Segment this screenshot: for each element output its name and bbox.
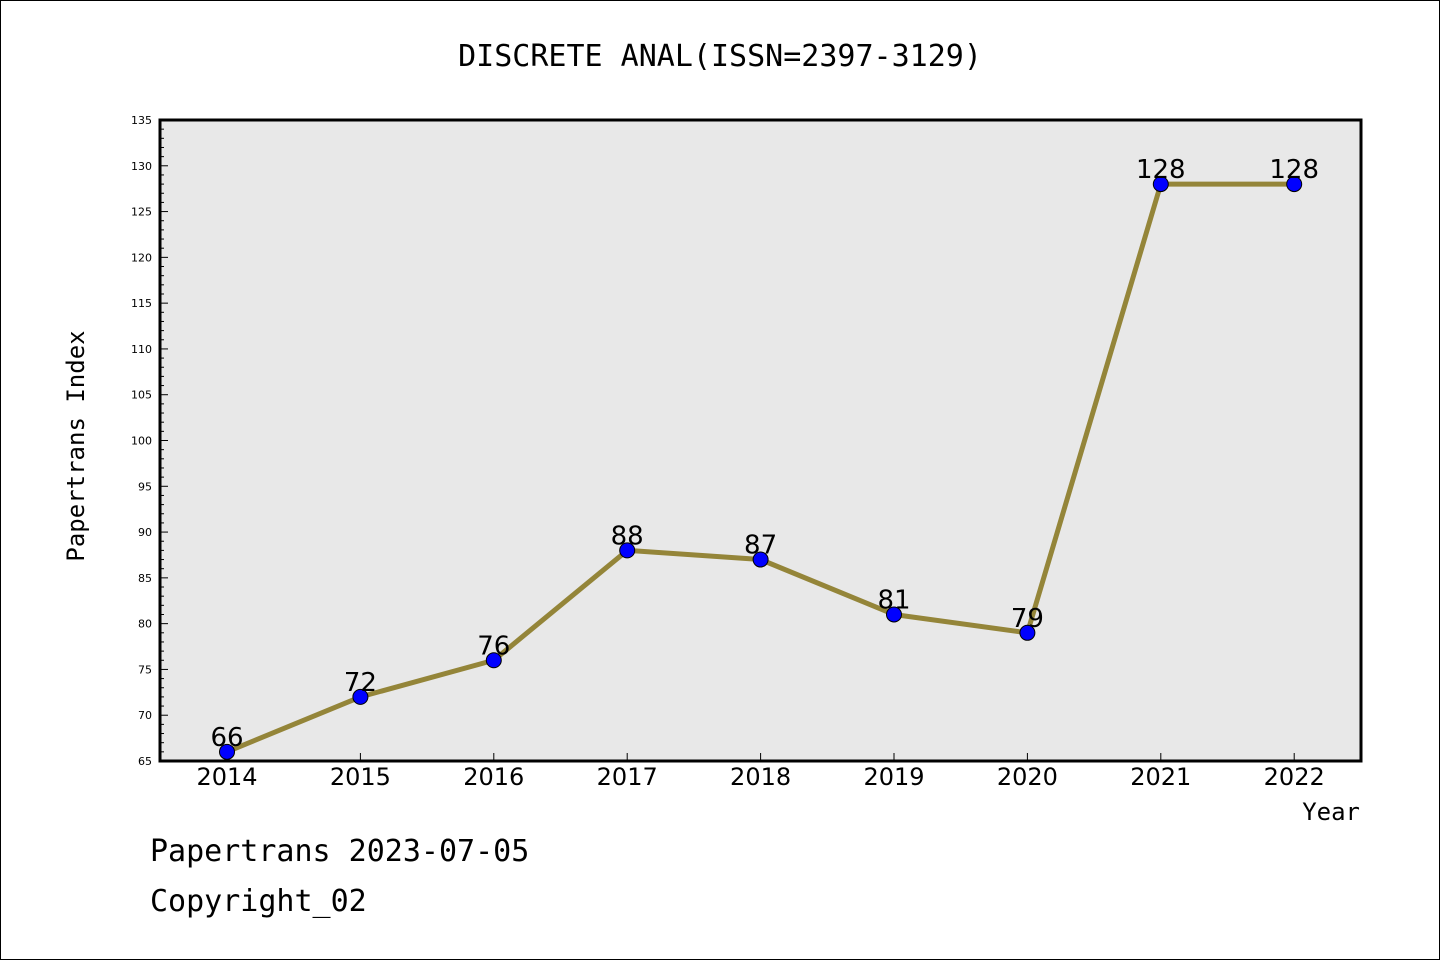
x-tick-label: 2022 [1264, 763, 1325, 791]
y-tick-label: 95 [138, 480, 152, 493]
data-point [619, 542, 636, 559]
y-tick-label: 65 [138, 755, 152, 768]
y-axis-label: Papertrans Index [62, 330, 90, 561]
y-tick-label: 85 [138, 572, 152, 585]
y-tick-label: 135 [131, 114, 152, 127]
y-tick-label: 125 [131, 206, 152, 219]
x-tick-label: 2017 [597, 763, 658, 791]
data-label: 81 [877, 585, 910, 615]
data-label: 128 [1136, 155, 1186, 185]
x-tick-label: 2020 [997, 763, 1058, 791]
data-label: 87 [744, 531, 777, 561]
data-point [352, 688, 369, 705]
x-axis-label: Year [1302, 798, 1360, 826]
data-label: 88 [611, 521, 644, 551]
data-label: 76 [477, 631, 510, 661]
data-label: 72 [344, 668, 377, 698]
plot-border [158, 118, 1363, 763]
plot-area [160, 120, 1361, 761]
data-point [752, 551, 769, 568]
y-tick-label: 80 [138, 618, 152, 631]
data-point [1286, 176, 1303, 193]
data-point [1019, 624, 1036, 641]
data-label: 128 [1269, 155, 1319, 185]
y-tick-label: 120 [131, 251, 152, 264]
y-tick-label: 90 [138, 526, 152, 539]
y-tick-label: 100 [131, 435, 152, 448]
y-tick-label: 75 [138, 663, 152, 676]
chart-title: DISCRETE ANAL(ISSN=2397-3129) [458, 39, 982, 74]
data-point [219, 743, 235, 760]
y-tick-label: 130 [131, 160, 152, 173]
x-tick-label: 2021 [1130, 763, 1191, 791]
y-tick-label: 105 [131, 389, 152, 402]
x-tick-label: 2016 [463, 763, 524, 791]
footer-copyright: Copyright_02 [150, 884, 367, 919]
y-tick-label: 70 [138, 709, 152, 722]
data-point [485, 652, 502, 669]
data-point [1152, 176, 1169, 193]
x-tick-label: 2015 [330, 763, 391, 791]
data-point [886, 606, 902, 623]
data-label: 79 [1011, 604, 1044, 634]
y-tick-label: 110 [131, 343, 152, 356]
x-tick-label: 2018 [730, 763, 791, 791]
data-label: 66 [210, 723, 243, 753]
x-tick-label: 2019 [863, 763, 924, 791]
y-tick-label: 115 [131, 297, 152, 310]
footer-date: Papertrans 2023-07-05 [150, 834, 530, 869]
x-tick-label: 2014 [196, 763, 257, 791]
